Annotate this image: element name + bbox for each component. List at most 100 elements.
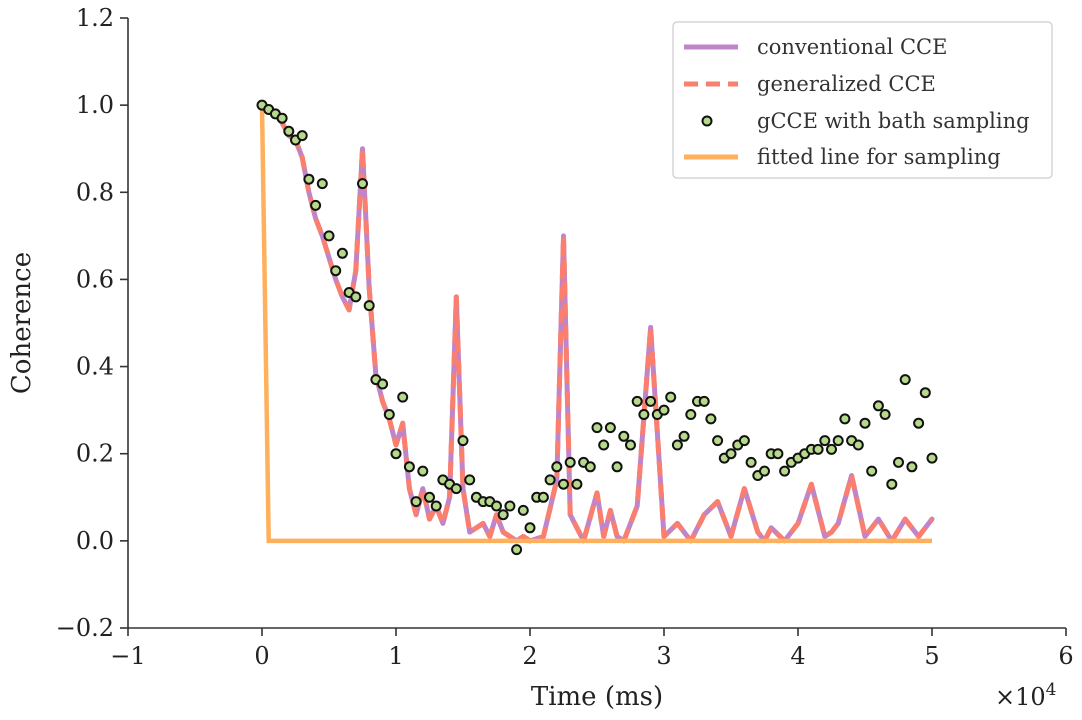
sampling-point [779, 465, 791, 477]
sampling-point [886, 478, 898, 490]
sampling-point [464, 474, 476, 486]
sampling-point [316, 178, 328, 190]
sampling-point [558, 478, 569, 490]
sampling-point [571, 478, 583, 490]
sampling-point [457, 435, 469, 447]
series-line-fitted-sampling [259, 105, 932, 544]
sampling-point [310, 199, 322, 211]
sampling-point [745, 456, 757, 468]
x-tick-label: 6 [1058, 642, 1073, 670]
sampling-point [712, 435, 724, 447]
sampling-point [926, 452, 938, 464]
y-tick-label: 0.2 [76, 440, 114, 468]
sampling-point [591, 422, 603, 434]
x-tick-label: 3 [656, 642, 671, 670]
sampling-point [698, 395, 710, 407]
sampling-point [919, 387, 931, 399]
sampling-point [403, 461, 415, 473]
x-tick-label: −1 [110, 642, 145, 670]
x-tick-label: 1 [388, 642, 403, 670]
sampling-point [839, 413, 851, 425]
x-axis-offset-label: ×104 [995, 680, 1056, 711]
sampling-point [899, 374, 911, 386]
y-ticks: −0.2 0.0 0.2 0.4 0.6 0.8 1.0 1.2 [56, 4, 128, 642]
sampling-point [383, 409, 395, 420]
sampling-point [893, 456, 904, 468]
sampling-point [584, 461, 596, 473]
sampling-point [524, 522, 536, 534]
sampling-point [832, 435, 844, 447]
y-tick-label: 1.0 [76, 91, 114, 119]
sampling-point [336, 247, 348, 259]
sampling-point [390, 448, 402, 460]
sampling-point [618, 430, 630, 442]
x-ticks: −1 0 1 2 3 4 5 6 [110, 628, 1074, 670]
legend: conventional CCE generalized CCE gCCE wi… [672, 21, 1053, 179]
x-axis-offset-exponent: 4 [1046, 680, 1057, 700]
sampling-point [283, 125, 295, 137]
sampling-point [645, 395, 657, 407]
x-tick-label: 5 [924, 642, 939, 670]
x-tick-label: 4 [790, 642, 805, 670]
legend-swatch-sampling [701, 115, 713, 127]
sampling-point [504, 500, 516, 512]
sampling-point [564, 456, 576, 468]
y-tick-label: 1.2 [76, 4, 114, 32]
sampling-point [491, 500, 502, 512]
sampling-point [417, 465, 429, 477]
sampling-point [872, 400, 884, 412]
sampling-point [725, 448, 737, 460]
sampling-point [625, 439, 636, 451]
sampling-point [377, 378, 389, 390]
legend-label-generalized: generalized CCE [757, 72, 936, 96]
y-tick-label: 0.8 [76, 178, 114, 206]
y-tick-label: 0.6 [76, 265, 114, 293]
sampling-point [611, 461, 623, 473]
y-tick-label: 0.0 [76, 527, 114, 555]
sampling-point [866, 465, 878, 477]
sampling-point [296, 130, 308, 142]
sampling-point [906, 461, 918, 473]
sampling-point [879, 409, 891, 420]
sampling-point [511, 544, 523, 556]
sampling-point [631, 395, 643, 407]
sampling-point [738, 435, 750, 447]
sampling-point [678, 430, 690, 442]
sampling-point [544, 474, 556, 486]
series-layer [256, 99, 938, 556]
sampling-point [665, 391, 677, 403]
sampling-point [551, 461, 563, 473]
sampling-point [852, 439, 864, 451]
sampling-point [397, 391, 409, 403]
legend-frame [672, 21, 1053, 179]
sampling-point [685, 409, 697, 420]
series-line-generalized-cce [260, 103, 934, 544]
x-axis-offset-base: ×10 [995, 683, 1046, 711]
sampling-point [537, 491, 549, 503]
legend-label-sampling: gCCE with bath sampling [757, 109, 1030, 133]
y-axis-label: Coherence [7, 252, 37, 394]
sampling-point [497, 509, 509, 521]
sampling-point [357, 178, 368, 190]
sampling-point [604, 422, 616, 434]
x-tick-label: 2 [522, 642, 537, 670]
sampling-point [450, 483, 462, 495]
sampling-point [323, 230, 335, 242]
sampling-point [363, 300, 375, 312]
x-tick-label: 0 [254, 642, 269, 670]
y-tick-label: −0.2 [56, 614, 114, 642]
sampling-point [330, 265, 342, 277]
legend-label-fitted: fitted line for sampling [757, 145, 1001, 169]
sampling-point [772, 448, 784, 460]
axes [127, 18, 1066, 629]
sampling-point [705, 413, 717, 425]
sampling-point [350, 291, 362, 303]
sampling-point [410, 496, 422, 508]
sampling-point [303, 173, 315, 185]
sampling-point [598, 439, 610, 451]
sampling-point [658, 404, 670, 416]
sampling-point [424, 491, 435, 503]
sampling-point [430, 500, 442, 512]
sampling-point [913, 417, 925, 429]
